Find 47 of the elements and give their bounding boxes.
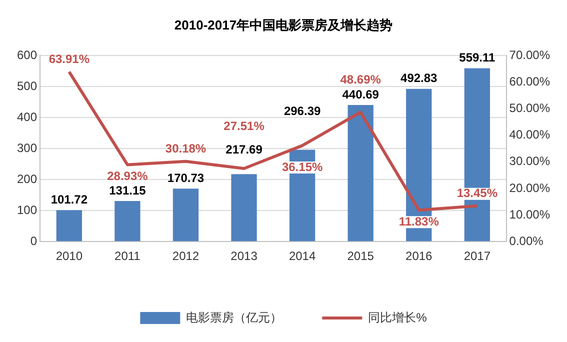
x-tick-label: 2017 xyxy=(464,249,491,264)
data-label: 13.45% xyxy=(456,186,498,200)
x-tick-label: 2011 xyxy=(114,249,141,264)
y2-tick-label: 60.00% xyxy=(509,74,550,88)
x-tick-label: 2016 xyxy=(406,249,433,264)
data-label: 101.72 xyxy=(50,192,88,206)
data-label: 36.15% xyxy=(282,160,323,174)
y-tick-label: 300 xyxy=(16,140,38,155)
data-label: 492.83 xyxy=(400,71,438,86)
data-label: 27.51% xyxy=(224,118,265,133)
data-label: 296.39 xyxy=(284,104,321,118)
data-label: 559.11 xyxy=(459,50,496,65)
y2-tick-label: 40.00% xyxy=(509,128,550,142)
data-label: 440.69 xyxy=(342,87,380,102)
y-tick-label: 500 xyxy=(16,78,38,93)
y-tick-label: 400 xyxy=(16,110,38,124)
chart-title: 2010-2017年中国电影票房及增长趋势 xyxy=(174,17,393,32)
data-label: 30.18% xyxy=(165,142,206,156)
y2-tick-label: 50.00% xyxy=(509,101,550,116)
y2-tick-label: 10.00% xyxy=(509,207,550,222)
y-tick-label: 0 xyxy=(30,234,38,248)
y-tick-label: 600 xyxy=(16,48,38,62)
bar xyxy=(172,188,199,242)
legend-label: 同比增长% xyxy=(368,310,428,324)
x-tick-label: 2014 xyxy=(288,249,316,264)
y2-tick-label: 30.00% xyxy=(509,154,550,168)
data-label: 48.69% xyxy=(340,72,382,87)
x-tick-label: 2015 xyxy=(347,249,374,264)
bar xyxy=(348,104,374,242)
data-label: 131.15 xyxy=(109,183,146,198)
data-label: 63.91% xyxy=(48,52,90,66)
data-label: 217.69 xyxy=(226,142,263,156)
bar xyxy=(231,174,257,242)
bar xyxy=(56,210,82,242)
legend-label: 电影票房（亿元） xyxy=(186,310,282,324)
data-label: 11.83% xyxy=(398,214,440,228)
y-tick-label: 200 xyxy=(16,172,38,186)
y-tick-label: 100 xyxy=(16,202,38,217)
y2-tick-label: 70.00% xyxy=(509,48,550,62)
x-tick-label: 2010 xyxy=(56,249,83,264)
data-label: 28.93% xyxy=(107,169,148,184)
y2-tick-label: 20.00% xyxy=(509,180,550,195)
x-tick-label: 2013 xyxy=(230,249,258,264)
bar xyxy=(114,200,140,242)
data-label: 170.73 xyxy=(167,170,204,185)
x-tick-label: 2012 xyxy=(172,249,200,264)
y2-tick-label: 0.00% xyxy=(509,234,544,248)
